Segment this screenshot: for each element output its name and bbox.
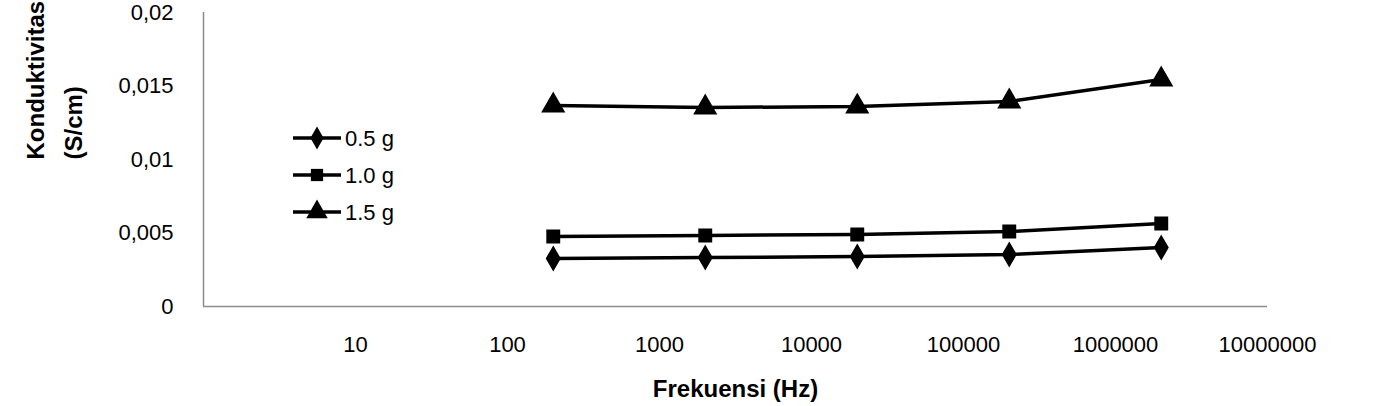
svg-text:0,02: 0,02 (131, 0, 174, 25)
svg-text:100: 100 (489, 332, 526, 357)
svg-text:0: 0 (161, 294, 173, 319)
svg-text:0,015: 0,015 (118, 73, 173, 98)
svg-text:10000: 10000 (781, 332, 842, 357)
svg-text:1000: 1000 (635, 332, 684, 357)
svg-text:1.5 g: 1.5 g (345, 200, 394, 225)
svg-text:0,01: 0,01 (131, 147, 174, 172)
svg-text:10000000: 10000000 (1219, 332, 1317, 357)
svg-text:0.5 g: 0.5 g (345, 126, 394, 151)
svg-text:100000: 100000 (927, 332, 1000, 357)
svg-text:Frekuensi (Hz): Frekuensi (Hz) (653, 375, 818, 402)
svg-text:1000000: 1000000 (1073, 332, 1159, 357)
svg-text:Konduktivitas(S/cm): Konduktivitas(S/cm) (22, 1, 87, 160)
svg-text:0,005: 0,005 (118, 220, 173, 245)
svg-text:1.0 g: 1.0 g (345, 163, 394, 188)
svg-text:10: 10 (343, 332, 367, 357)
